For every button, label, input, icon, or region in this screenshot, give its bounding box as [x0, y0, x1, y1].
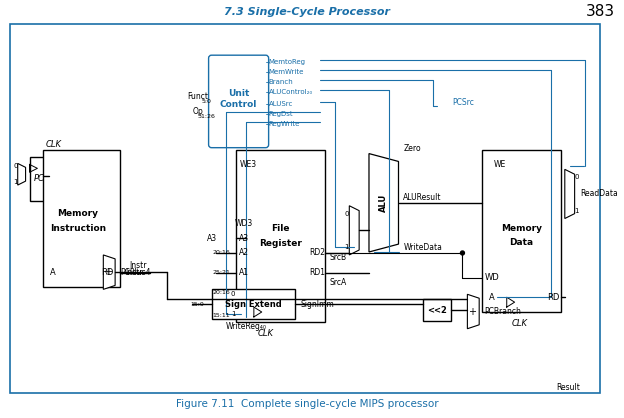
Text: 25:21: 25:21: [212, 270, 230, 275]
Text: Zero: Zero: [404, 144, 421, 153]
Text: MemtoReg: MemtoReg: [268, 59, 306, 65]
Text: Figure 7.11  Complete single-cycle MIPS processor: Figure 7.11 Complete single-cycle MIPS p…: [176, 400, 438, 410]
Bar: [482, 150, 561, 312]
Text: 0: 0: [14, 163, 18, 169]
Text: +: +: [468, 306, 476, 316]
Bar: [29, 156, 49, 201]
Text: CLK: CLK: [512, 319, 527, 328]
Text: ALUSrc: ALUSrc: [268, 102, 293, 107]
Bar: [43, 150, 120, 288]
Text: RD1: RD1: [309, 268, 325, 277]
Text: 1: 1: [231, 311, 235, 317]
Polygon shape: [565, 169, 575, 219]
Text: CLK: CLK: [258, 329, 274, 338]
Text: File: File: [271, 224, 290, 233]
Polygon shape: [369, 153, 399, 252]
Polygon shape: [17, 163, 26, 185]
Text: 15:0: 15:0: [190, 302, 203, 307]
Text: 1: 1: [574, 208, 579, 214]
Text: SrcB: SrcB: [329, 253, 347, 263]
Text: A2: A2: [239, 248, 249, 257]
Text: Control: Control: [220, 100, 257, 109]
Text: Instr: Instr: [129, 261, 147, 270]
Text: 15:11: 15:11: [213, 314, 230, 319]
Text: ReadData: ReadData: [580, 189, 618, 199]
Text: ALU: ALU: [379, 194, 388, 212]
Text: 7.3 Single-Cycle Processor: 7.3 Single-Cycle Processor: [224, 7, 390, 17]
Text: 31:26: 31:26: [198, 114, 215, 119]
Text: Register: Register: [259, 239, 302, 248]
Text: Sign Extend: Sign Extend: [225, 300, 282, 308]
Text: 5:0: 5:0: [202, 99, 212, 104]
Text: 0: 0: [231, 291, 235, 297]
Text: Result: Result: [557, 383, 580, 392]
Text: RD: RD: [101, 268, 114, 277]
Text: WD3: WD3: [235, 219, 253, 228]
Text: Op: Op: [192, 107, 203, 116]
Text: WriteReg₄₀: WriteReg₄₀: [225, 322, 266, 331]
FancyBboxPatch shape: [208, 55, 268, 148]
Text: PC: PC: [34, 174, 45, 183]
Text: 20:16: 20:16: [213, 290, 230, 295]
Text: +: +: [104, 267, 112, 277]
Text: RD2: RD2: [309, 248, 325, 257]
Bar: [236, 150, 324, 322]
Circle shape: [437, 97, 449, 108]
Text: Unit: Unit: [228, 89, 250, 98]
Text: WD: WD: [485, 273, 499, 282]
Text: RegDst: RegDst: [268, 111, 293, 117]
Text: 1: 1: [344, 244, 349, 250]
Text: PCSrc: PCSrc: [452, 98, 474, 107]
Polygon shape: [104, 255, 115, 289]
Text: Memory: Memory: [501, 224, 542, 233]
Text: CLK: CLK: [46, 140, 62, 149]
Text: WE: WE: [494, 160, 506, 169]
Text: 0: 0: [344, 211, 349, 217]
Text: 1: 1: [14, 179, 18, 185]
Text: MemWrite: MemWrite: [268, 69, 304, 75]
Text: PCPlus4: PCPlus4: [120, 268, 150, 277]
Text: SrcA: SrcA: [329, 278, 347, 287]
Text: Instr: Instr: [125, 268, 142, 277]
Polygon shape: [236, 289, 246, 319]
Text: A3: A3: [239, 234, 249, 243]
Text: Instruction: Instruction: [50, 224, 106, 233]
Text: WriteData: WriteData: [404, 242, 442, 252]
Text: Data: Data: [509, 238, 534, 247]
Circle shape: [461, 251, 464, 255]
Bar: [423, 299, 451, 321]
Text: 20:16: 20:16: [213, 250, 230, 255]
Text: Branch: Branch: [268, 79, 293, 85]
Polygon shape: [349, 206, 359, 255]
Bar: [10, 24, 600, 393]
Text: ALUControl₂₀: ALUControl₂₀: [268, 89, 313, 94]
Text: RD: RD: [547, 293, 559, 302]
Text: 0: 0: [574, 174, 579, 180]
Text: <<2: <<2: [427, 306, 447, 314]
Text: PCBranch: PCBranch: [484, 307, 521, 316]
Text: A: A: [489, 293, 495, 302]
Text: WE3: WE3: [240, 160, 256, 169]
Text: A3: A3: [207, 234, 217, 243]
Text: Memory: Memory: [57, 209, 98, 218]
Text: A1: A1: [239, 268, 249, 277]
Text: A: A: [51, 268, 56, 277]
Text: RegWrite: RegWrite: [268, 121, 300, 127]
Text: SignImm: SignImm: [300, 300, 334, 308]
Text: 383: 383: [586, 5, 615, 19]
Polygon shape: [467, 294, 479, 329]
Text: Funct: Funct: [187, 92, 208, 101]
Text: ALUResult: ALUResult: [404, 194, 442, 202]
Bar: [212, 289, 295, 319]
